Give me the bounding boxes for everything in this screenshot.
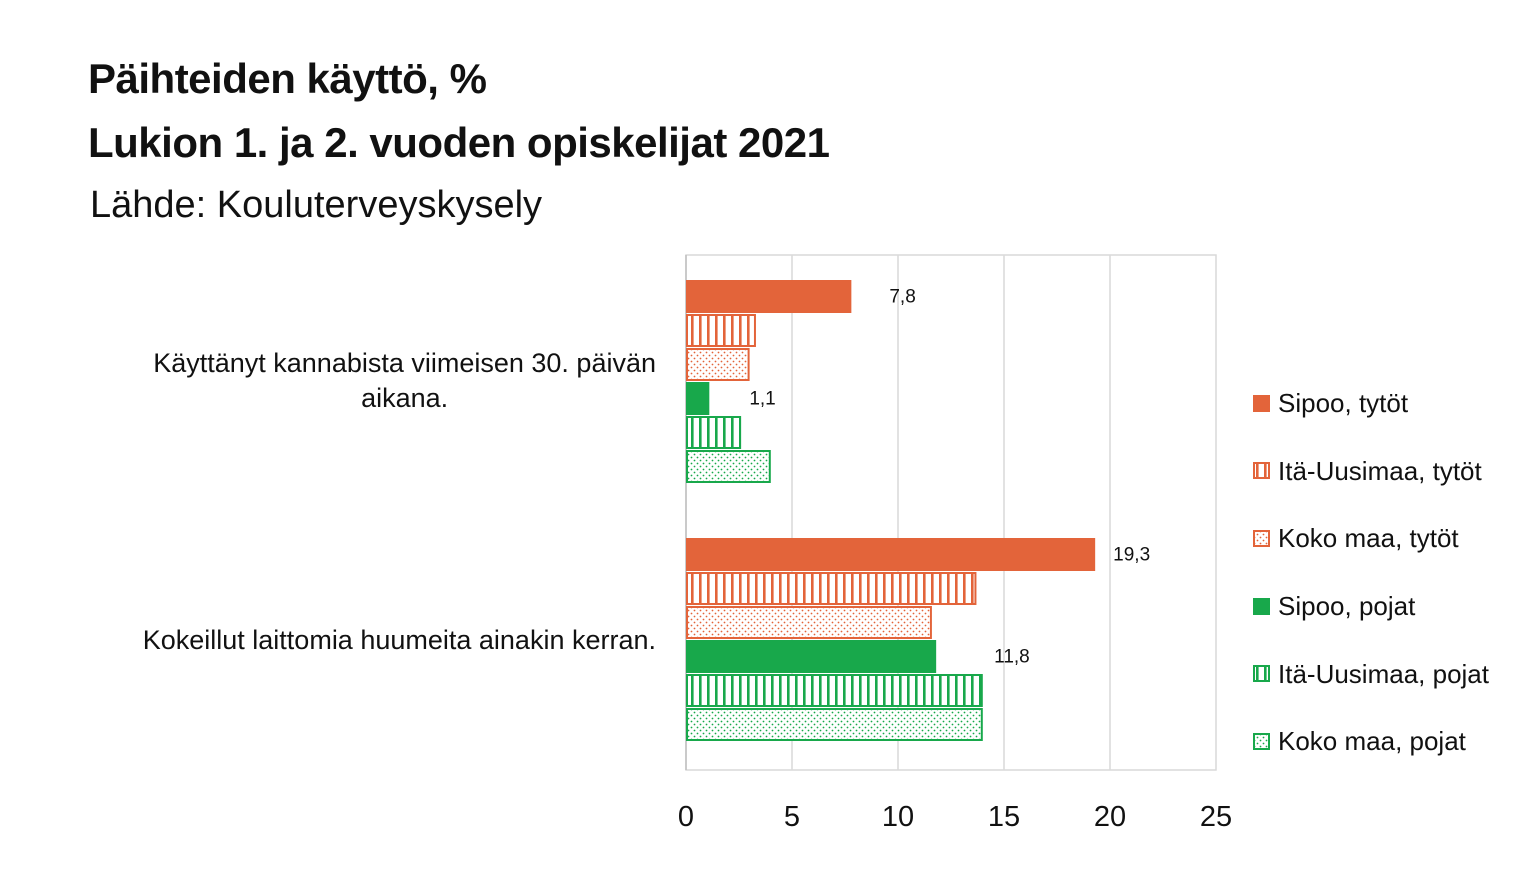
bar-itä-uusimaa-tytöt-0: [686, 314, 756, 347]
x-tick-label: 5: [784, 801, 800, 833]
legend: Sipoo, tytöt Itä-Uusimaa, tytöt Koko maa, …: [1253, 386, 1489, 792]
bar-sipoo-pojat-1: [686, 640, 937, 673]
legend-item: Sipoo, tytöt: [1253, 386, 1489, 420]
legend-item: Sipoo, pojat: [1253, 589, 1489, 623]
bar-sipoo-pojat-0: [686, 382, 710, 415]
category-label-line: Kokeillut laittomia huumeita ainakin ker…: [142, 625, 656, 655]
legend-label: Sipoo, pojat: [1278, 591, 1416, 622]
bar-itä-uusimaa-tytöt-1: [686, 572, 977, 605]
legend-swatch: [1253, 394, 1270, 412]
bar-itä-uusimaa-pojat-0: [686, 416, 742, 449]
legend-label: Koko maa, pojat: [1278, 726, 1466, 757]
bar-koko-maa-tytöt-0: [686, 348, 750, 381]
data-label: 19,3: [1113, 545, 1150, 566]
bar-sipoo-tytöt-0: [686, 280, 852, 313]
bar-sipoo-tytöt-1: [686, 538, 1096, 571]
chart-subtitle: Lukion 1. ja 2. vuoden opiskelijat 2021: [88, 119, 830, 166]
category-label-line: Käyttänyt kannabista viimeisen 30. päivä…: [153, 348, 656, 378]
chart-source: Lähde: Kouluterveyskysely: [90, 184, 543, 226]
category-label-drugs: Kokeillut laittomia huumeita ainakin ker…: [143, 623, 656, 658]
category-label-line: aikana.: [361, 383, 449, 413]
legend-label: Itä-Uusimaa, tytöt: [1278, 455, 1482, 486]
legend-item: Koko maa, pojat: [1253, 724, 1489, 758]
bar-koko-maa-pojat-0: [686, 450, 771, 483]
legend-swatch: [1253, 462, 1270, 480]
data-label: 7,8: [889, 287, 915, 308]
chart-title: Päihteiden käyttö, %: [88, 55, 487, 102]
bar-itä-uusimaa-pojat-1: [686, 674, 983, 707]
x-tick-label: 20: [1094, 801, 1126, 833]
legend-label: Itä-Uusimaa, pojat: [1278, 658, 1489, 689]
x-tick-label: 15: [988, 801, 1020, 833]
data-label: 1,1: [749, 389, 775, 410]
legend-item: Koko maa, tytöt: [1253, 521, 1489, 555]
legend-label: Sipoo, tytöt: [1278, 388, 1409, 418]
legend-swatch: [1253, 597, 1270, 615]
legend-item: Itä-Uusimaa, pojat: [1253, 657, 1489, 691]
legend-swatch: [1253, 529, 1270, 547]
category-label-cannabis: Käyttänyt kannabista viimeisen 30. päivä…: [153, 346, 656, 416]
legend-item: Itä-Uusimaa, tytöt: [1253, 454, 1489, 488]
bar-koko-maa-tytöt-1: [686, 606, 932, 639]
legend-swatch: [1253, 732, 1270, 750]
x-tick-label: 0: [678, 801, 694, 833]
x-tick-label: 10: [882, 801, 914, 833]
data-label: 11,8: [994, 647, 1030, 668]
x-tick-label: 25: [1200, 801, 1232, 833]
legend-swatch: [1253, 665, 1270, 683]
bar-koko-maa-pojat-1: [686, 708, 983, 741]
legend-label: Koko maa, tytöt: [1278, 523, 1459, 554]
